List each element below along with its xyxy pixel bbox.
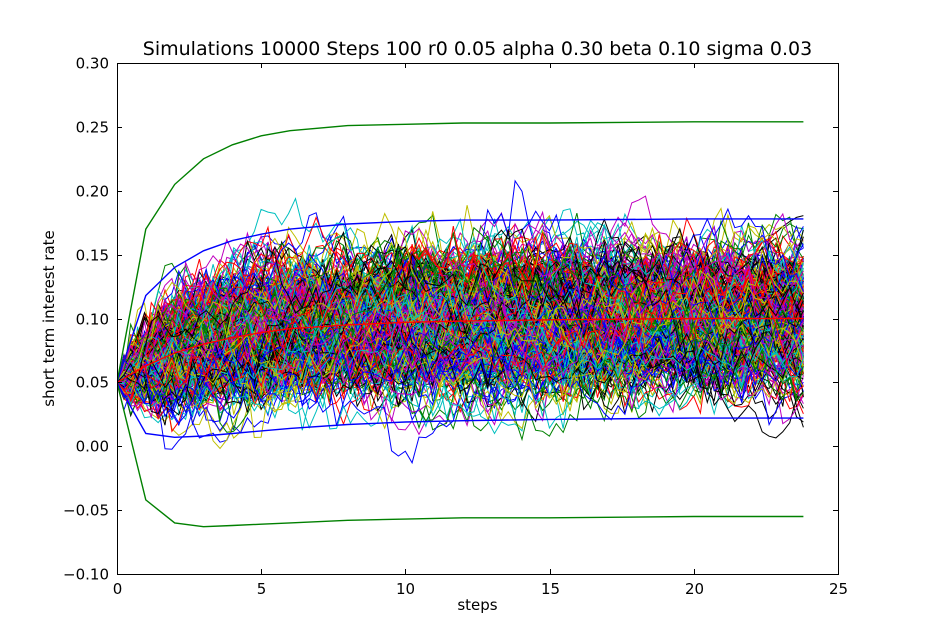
- simulation-path: [117, 229, 804, 396]
- y-tick-label: 0.10: [76, 311, 109, 329]
- simulation-path: [117, 316, 804, 415]
- statistic-curves: [117, 121, 804, 528]
- curve-upper-band-1: [117, 218, 804, 383]
- y-tick-label: 0.15: [76, 247, 109, 265]
- y-tick-label: 0.20: [76, 183, 109, 201]
- curve-upper-band-2: [117, 121, 804, 383]
- y-tick-label: 0.25: [76, 119, 109, 137]
- simulation-path: [117, 246, 804, 401]
- x-tick-label: 20: [685, 580, 704, 598]
- simulation-path: [117, 261, 804, 396]
- simulation-path: [117, 231, 804, 383]
- x-tick-label: 25: [829, 580, 848, 598]
- chart-title: Simulations 10000 Steps 100 r0 0.05 alph…: [143, 38, 812, 60]
- x-axis-label: steps: [457, 596, 497, 614]
- y-tick-label: 0.30: [76, 55, 109, 73]
- x-tick-label: 5: [257, 580, 267, 598]
- simulation-path: [117, 264, 804, 405]
- x-tick-label: 0: [113, 580, 123, 598]
- simulation-path: [117, 266, 804, 415]
- axis-ticks: 0 5 10 15 20 25 −0.10 −0.05 0.00 0.05 0.10 0.15 0.20…: [63, 55, 848, 599]
- simulation-path: [117, 300, 804, 415]
- simulation-path: [117, 288, 804, 408]
- y-tick-label: 0.00: [76, 438, 109, 456]
- simulation-path: [117, 207, 804, 418]
- curve-mean: [117, 317, 804, 384]
- curve-lower-band-1: [117, 382, 804, 439]
- y-tick-label: −0.05: [63, 502, 109, 520]
- simulation-path: [117, 284, 804, 404]
- simulation-path: [117, 226, 804, 383]
- curve-lower-band-2: [117, 382, 804, 528]
- y-axis-label: short term interest rate: [40, 230, 58, 407]
- simulation-path: [117, 243, 804, 383]
- x-tick-label: 15: [541, 580, 560, 598]
- simulation-path: [117, 305, 804, 415]
- y-tick-label: 0.05: [76, 374, 109, 392]
- simulation-path: [117, 236, 804, 384]
- x-tick-label: 10: [396, 580, 415, 598]
- simulation-path: [117, 235, 804, 387]
- y-tick-label: −0.10: [63, 566, 109, 584]
- simulation-path: [117, 254, 804, 387]
